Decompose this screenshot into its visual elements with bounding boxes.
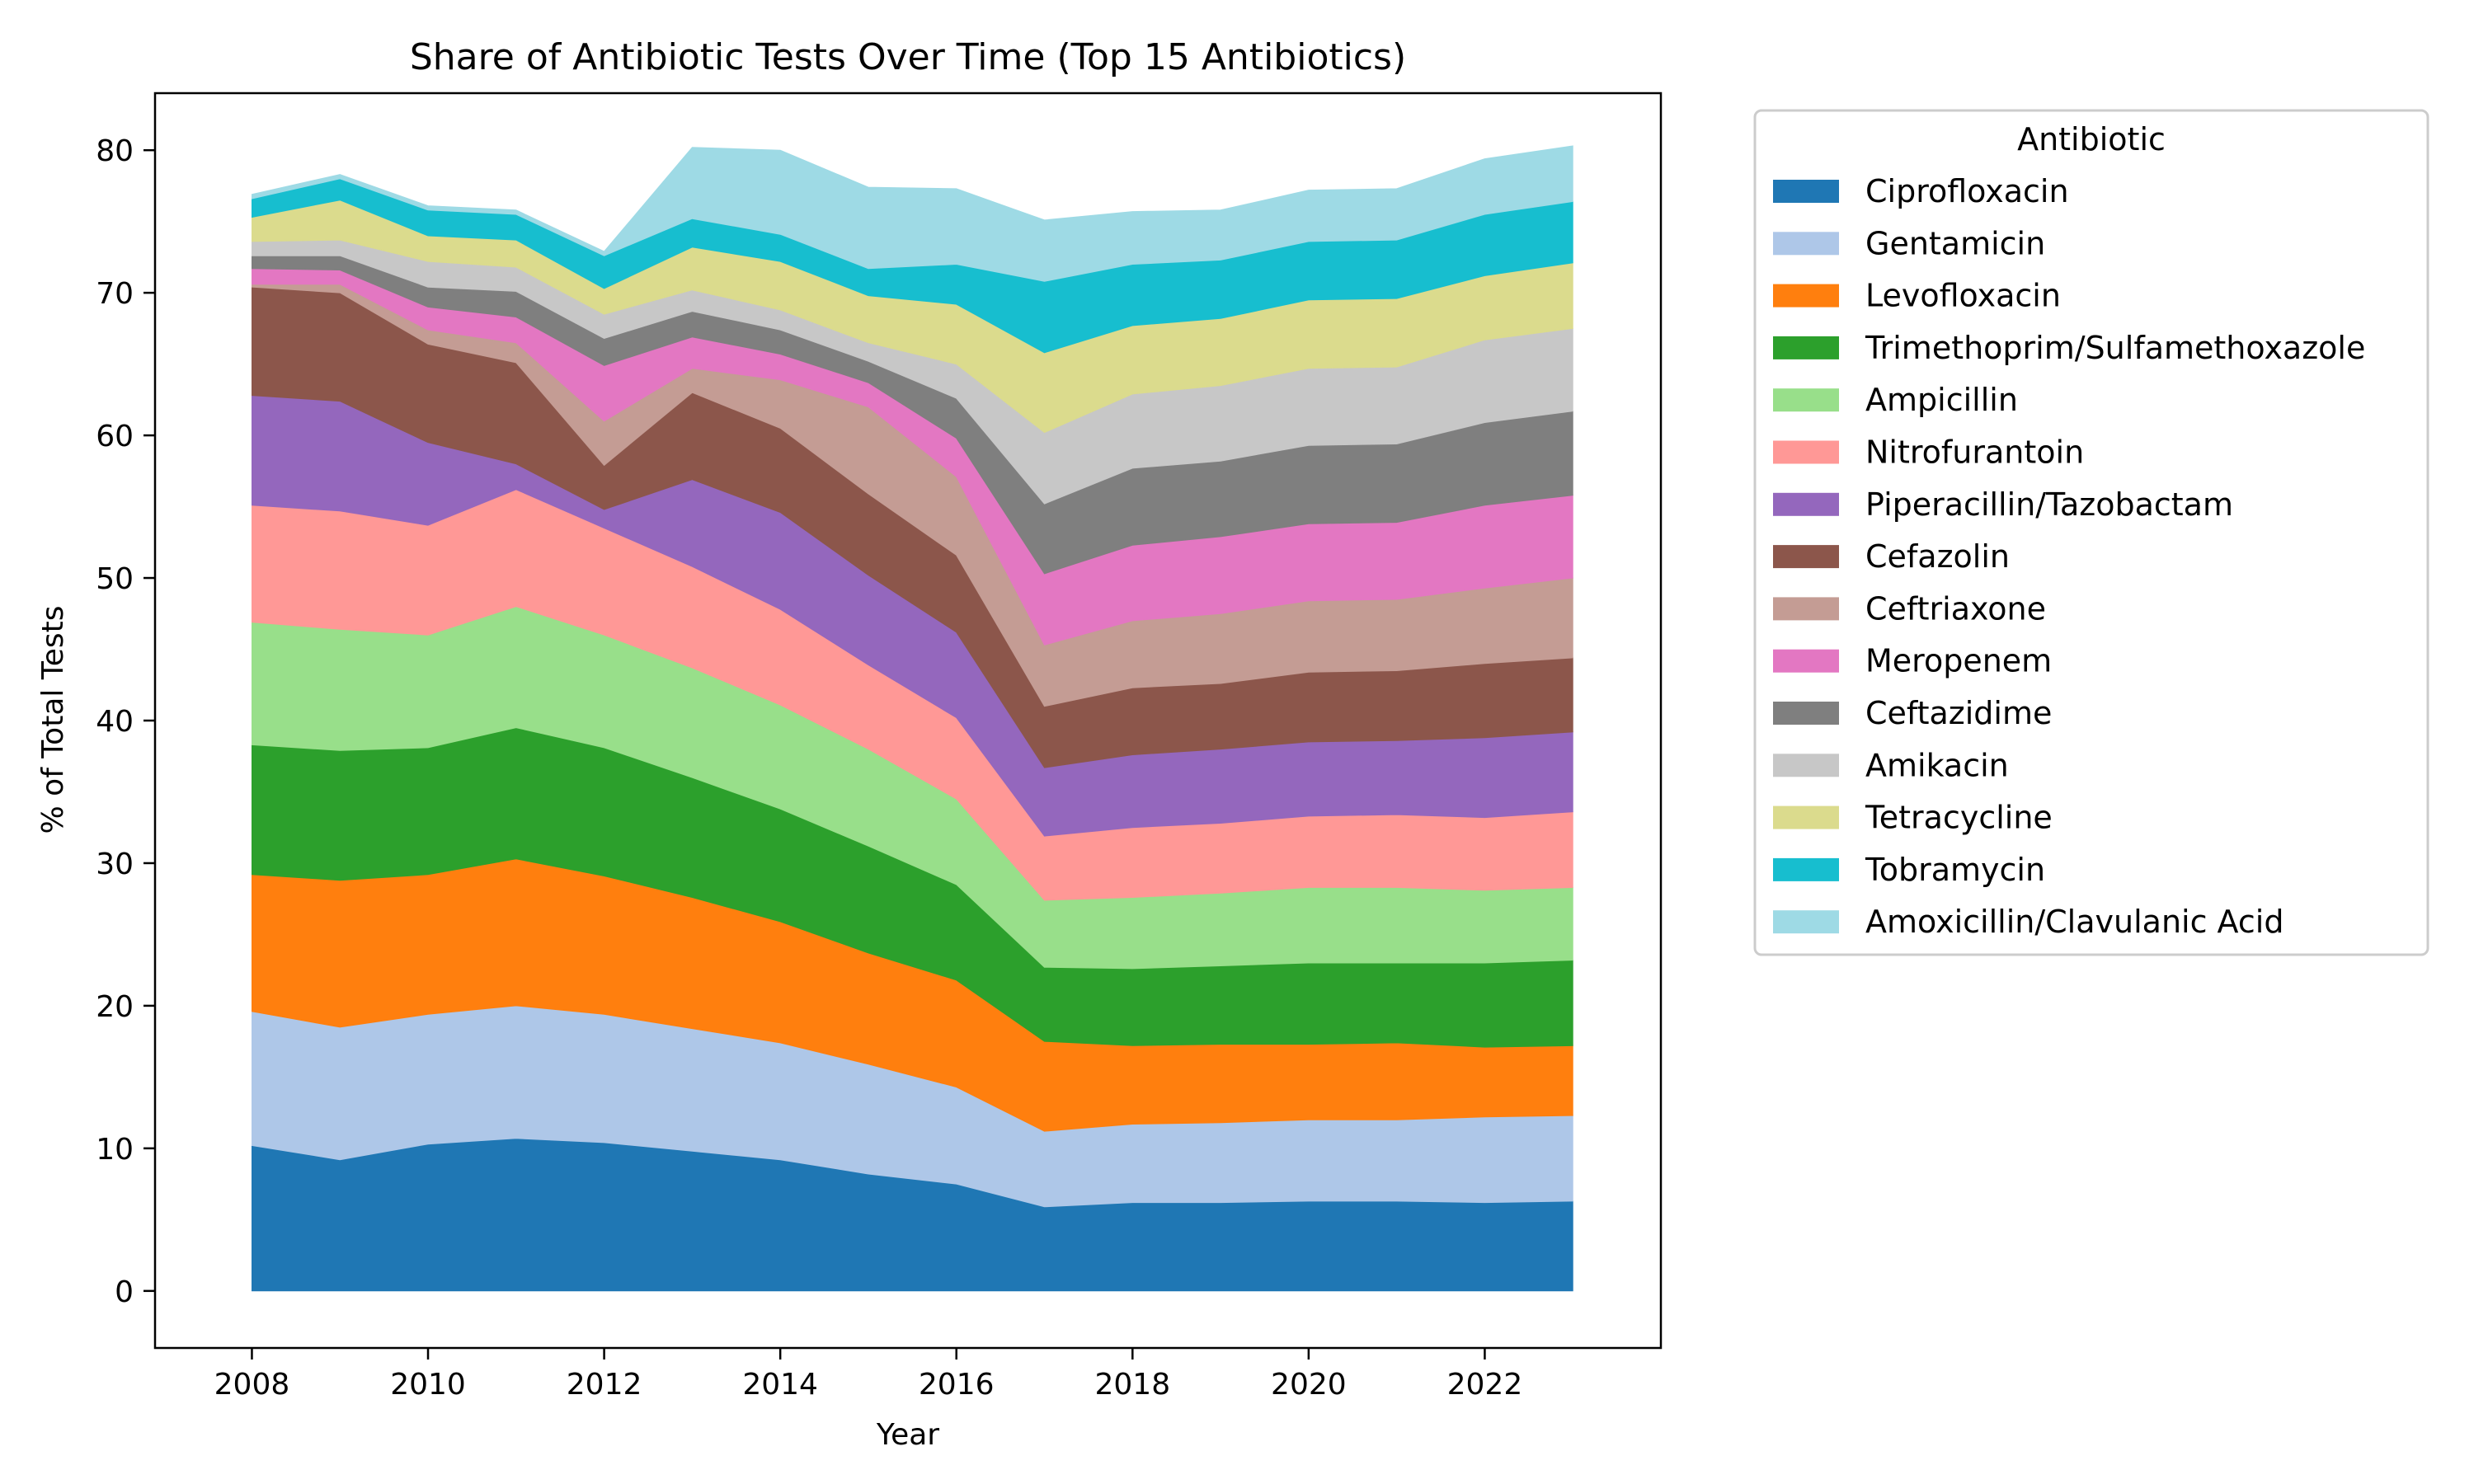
legend-swatch [1773, 440, 1839, 464]
legend-label: Amikacin [1865, 747, 2009, 783]
y-tick-label: 60 [96, 420, 134, 453]
y-axis-label: % of Total Tests [36, 606, 70, 834]
legend-label: Nitrofurantoin [1865, 434, 2084, 471]
legend-swatch [1773, 545, 1839, 569]
x-tick-label: 2018 [1094, 1368, 1170, 1402]
legend-label: Ciprofloxacin [1865, 173, 2069, 209]
x-tick-label: 2016 [919, 1368, 995, 1402]
legend-swatch [1773, 492, 1839, 516]
legend-title: Antibiotic [2017, 121, 2166, 157]
legend-items: Ciprofloxacin Gentamicin Levofloxacin Trime… [1773, 173, 2365, 940]
y-axis: 0 10 20 30 40 50 60 70 80 [96, 134, 155, 1309]
y-tick-label: 0 [115, 1275, 134, 1309]
legend-label: Amoxicillin/Clavulanic Acid [1865, 904, 2284, 940]
legend-swatch [1773, 805, 1839, 829]
legend-swatch [1773, 597, 1839, 621]
legend-swatch [1773, 232, 1839, 256]
x-tick-label: 2022 [1447, 1368, 1523, 1402]
y-tick-label: 70 [96, 277, 134, 311]
x-tick-label: 2012 [567, 1368, 642, 1402]
legend-label: Ampicillin [1865, 382, 2018, 418]
legend-label: Ceftriaxone [1865, 590, 2046, 627]
legend-label: Trimethoprim/Sulfamethoxazole [1865, 330, 2365, 366]
y-tick-label: 10 [96, 1133, 134, 1167]
legend-swatch [1773, 857, 1839, 881]
legend-swatch [1773, 910, 1839, 934]
x-tick-label: 2010 [390, 1368, 466, 1402]
legend-swatch [1773, 336, 1839, 359]
legend-swatch [1773, 754, 1839, 777]
legend-label: Meropenem [1865, 643, 2052, 679]
legend-swatch [1773, 702, 1839, 725]
y-tick-label: 80 [96, 134, 134, 168]
plot-area [153, 92, 1663, 1350]
legend-swatch [1773, 284, 1839, 308]
legend-label: Gentamicin [1865, 225, 2045, 261]
area-series-15 [252, 145, 1573, 282]
legend-label: Piperacillin/Tazobactam [1865, 486, 2233, 523]
y-tick-label: 40 [96, 705, 134, 739]
legend-swatch [1773, 180, 1839, 203]
y-tick-label: 30 [96, 848, 134, 881]
y-tick-label: 20 [96, 990, 134, 1024]
legend-swatch [1773, 388, 1839, 412]
legend-label: Cefazolin [1865, 538, 2010, 575]
legend-label: Ceftazidime [1865, 695, 2052, 731]
legend-label: Tetracycline [1865, 800, 2053, 836]
x-axis-label: Year [876, 1418, 939, 1452]
legend-frame [1753, 109, 2429, 956]
x-tick-label: 2014 [742, 1368, 818, 1402]
y-tick-label: 50 [96, 562, 134, 596]
legend-swatch [1773, 649, 1839, 673]
x-tick-label: 2020 [1271, 1368, 1347, 1402]
x-tick-label: 2008 [214, 1368, 290, 1402]
legend-label: Levofloxacin [1865, 278, 2061, 314]
chart-title: Share of Antibiotic Tests Over Time (Top… [410, 36, 1406, 78]
x-axis: 2008 2010 2012 2014 2016 2018 2020 2022 [214, 1348, 1523, 1402]
legend: Antibiotic Ciprofloxacin Gentamicin Levofl… [1753, 109, 2429, 956]
legend-label: Tobramycin [1865, 852, 2045, 888]
